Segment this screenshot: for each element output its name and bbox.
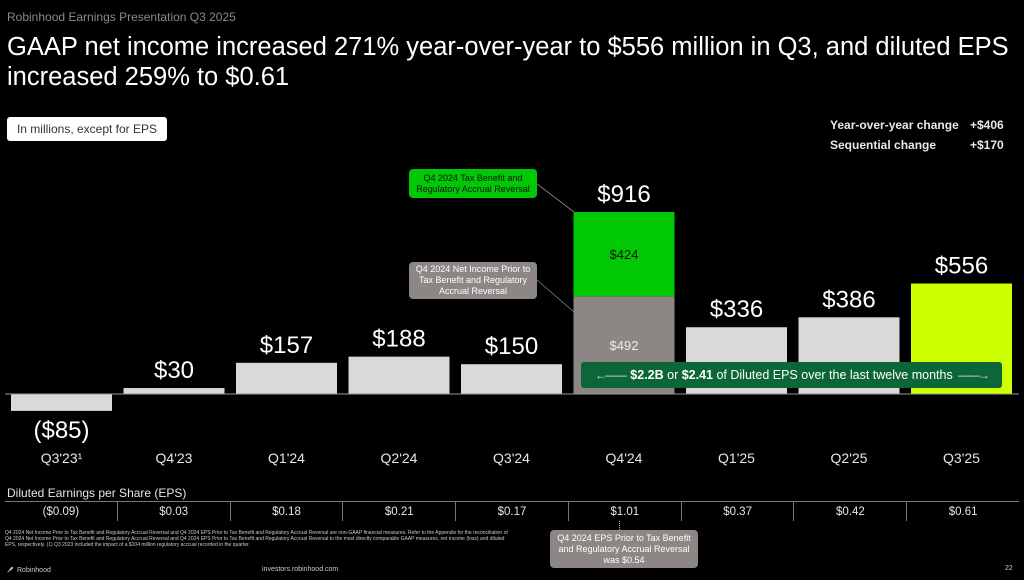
x-tick-label: Q3'25 bbox=[943, 450, 980, 466]
eps-table-row: ($0.09) $0.03 $0.18 $0.21 $0.17 $1.01 $0.37 $0.… bbox=[5, 501, 1019, 521]
x-tick-label: Q2'24 bbox=[381, 450, 418, 466]
ltm-banner-text: $2.2B or $2.41 of Diluted EPS over the l… bbox=[630, 368, 952, 382]
eps-cell: $0.61 bbox=[906, 502, 1019, 521]
page-title: GAAP net income increased 271% year-over… bbox=[7, 33, 1009, 91]
eps-cell: $0.37 bbox=[680, 502, 794, 521]
x-tick-label: Q2'25 bbox=[831, 450, 868, 466]
site-url[interactable]: investors.robinhood.com bbox=[262, 566, 339, 573]
eps-callout-connector bbox=[619, 521, 620, 530]
eps-title: Diluted Earnings per Share (EPS) bbox=[7, 486, 187, 500]
data-label: $556 bbox=[935, 253, 988, 280]
deck-title: Robinhood Earnings Presentation Q3 2025 bbox=[7, 10, 236, 24]
eps-cell: $0.18 bbox=[229, 502, 343, 521]
bar bbox=[123, 388, 225, 394]
tax-benefit-connector bbox=[536, 183, 575, 213]
feather-icon bbox=[6, 566, 14, 574]
prior-connector bbox=[536, 279, 575, 313]
x-tick-label: Q3'23¹ bbox=[41, 450, 83, 466]
sequential-change-row: Sequential change +$170 bbox=[830, 138, 1010, 158]
footnote: Q4 2024 Net Income Prior to Tax Benefit … bbox=[5, 530, 508, 548]
brand-name: Robinhood bbox=[17, 566, 51, 574]
ltm-amount: $2.2B bbox=[630, 368, 664, 382]
eps-cell: $0.03 bbox=[116, 502, 230, 521]
yoy-change-label: Year-over-year change bbox=[830, 118, 959, 132]
ltm-banner: ←—— $2.2B or $2.41 of Diluted EPS over t… bbox=[581, 362, 1002, 388]
eps-prior-callout-text: Q4 2024 EPS Prior to Tax Benefit and Reg… bbox=[557, 532, 691, 565]
x-tick-label: Q1'24 bbox=[268, 450, 305, 466]
change-summary: Year-over-year change +$406 Sequential c… bbox=[830, 118, 1010, 158]
data-label: $157 bbox=[260, 332, 313, 359]
brand-logo: Robinhood bbox=[6, 566, 51, 574]
eps-cell: $0.17 bbox=[455, 502, 568, 521]
bar bbox=[348, 356, 450, 394]
yoy-change-value: +$406 bbox=[970, 118, 1004, 132]
data-label: $336 bbox=[710, 296, 763, 323]
x-tick-label: Q3'24 bbox=[493, 450, 530, 466]
bar-q4-24-tax-benefit-segment bbox=[573, 212, 675, 297]
sequential-change-label: Sequential change bbox=[830, 138, 937, 152]
ltm-or: or bbox=[663, 368, 682, 382]
eps-cell: $1.01 bbox=[567, 502, 681, 521]
ltm-rest: of Diluted EPS over the last twelve mont… bbox=[713, 368, 953, 382]
net-income-prior-callout: Q4 2024 Net Income Prior to Tax Benefit … bbox=[409, 262, 537, 299]
tax-benefit-callout: Q4 2024 Tax Benefit and Regulatory Accru… bbox=[409, 169, 537, 198]
bar-negative bbox=[11, 394, 112, 411]
data-label: $386 bbox=[822, 286, 875, 313]
x-tick-label: Q1'25 bbox=[718, 450, 755, 466]
x-tick-label: Q4'24 bbox=[606, 450, 643, 466]
eps-cell: ($0.09) bbox=[42, 506, 80, 518]
bar bbox=[461, 364, 562, 394]
units-note: In millions, except for EPS bbox=[7, 117, 167, 141]
sequential-change-value: +$170 bbox=[970, 138, 1004, 152]
segment-label-prior: $492 bbox=[610, 338, 639, 353]
data-label: $916 bbox=[597, 181, 650, 208]
eps-prior-callout: Q4 2024 EPS Prior to Tax Benefit and Reg… bbox=[550, 530, 698, 568]
arrow-right-icon: ——→ bbox=[958, 368, 990, 382]
data-label: $30 bbox=[154, 357, 194, 384]
yoy-change-row: Year-over-year change +$406 bbox=[830, 118, 1010, 138]
page-number: 22 bbox=[1005, 565, 1013, 572]
arrow-left-icon: ←—— bbox=[595, 368, 627, 382]
data-label: $188 bbox=[372, 326, 425, 353]
units-note-text: In millions, except for EPS bbox=[16, 122, 158, 136]
eps-cell: $0.21 bbox=[342, 502, 455, 521]
data-label: ($85) bbox=[33, 417, 89, 444]
eps-cell: $0.42 bbox=[793, 502, 906, 521]
net-income-prior-callout-text: Q4 2024 Net Income Prior to Tax Benefit … bbox=[415, 264, 531, 296]
bar bbox=[236, 362, 337, 394]
segment-label-tax-benefit: $424 bbox=[610, 247, 639, 262]
tax-benefit-callout-text: Q4 2024 Tax Benefit and Regulatory Accru… bbox=[416, 172, 530, 194]
x-tick-label: Q4'23 bbox=[156, 450, 193, 466]
net-income-bar-chart: ($85) Q3'23¹ $30 Q4'23 $157 Q1'24 $188 Q2'24 $15… bbox=[5, 181, 1019, 466]
ltm-eps: $2.41 bbox=[681, 368, 713, 382]
data-label: $150 bbox=[485, 333, 538, 360]
